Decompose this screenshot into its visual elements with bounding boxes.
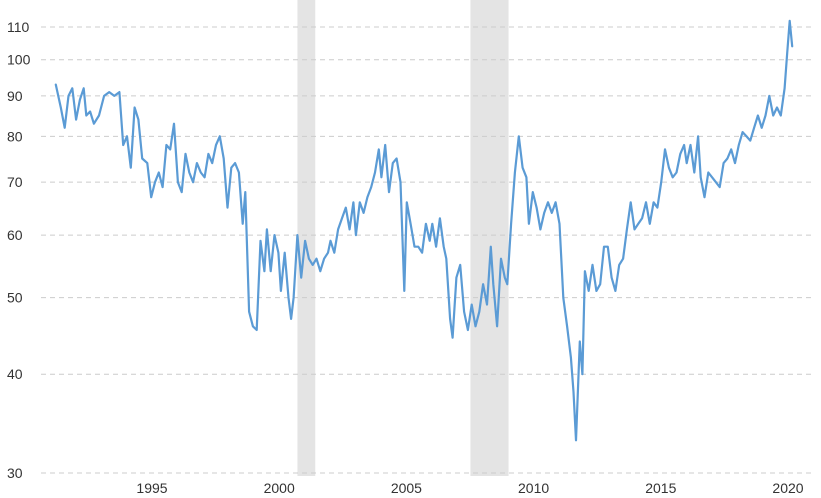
x-axis-labels: 1995 2000 2005 2010 2015 2020	[136, 480, 803, 496]
y-tick-label: 30	[7, 465, 23, 481]
x-tick-label: 2015	[645, 480, 676, 496]
y-tick-label: 110	[7, 19, 30, 35]
y-tick-label: 40	[7, 366, 23, 382]
series-line-1	[54, 19, 794, 442]
x-tick-label: 2020	[772, 480, 803, 496]
x-tick-label: 1995	[136, 480, 167, 496]
y-tick-label: 50	[7, 290, 23, 306]
y-tick-label: 70	[7, 174, 23, 190]
x-tick-label: 2010	[518, 480, 549, 496]
series-layer	[54, 19, 794, 442]
recession-shading	[297, 0, 509, 476]
y-tick-label: 80	[7, 128, 23, 144]
y-tick-label: 90	[7, 88, 23, 104]
x-tick-label: 2005	[391, 480, 422, 496]
y-tick-label: 100	[7, 52, 31, 68]
x-tick-label: 2000	[264, 480, 295, 496]
recession-band-1	[297, 0, 316, 476]
y-tick-label: 60	[7, 227, 23, 243]
y-grid	[41, 26, 812, 474]
y-axis-labels: 30 40 50 60 70 80 90 100 110	[7, 19, 31, 481]
recession-band-2	[470, 0, 509, 476]
